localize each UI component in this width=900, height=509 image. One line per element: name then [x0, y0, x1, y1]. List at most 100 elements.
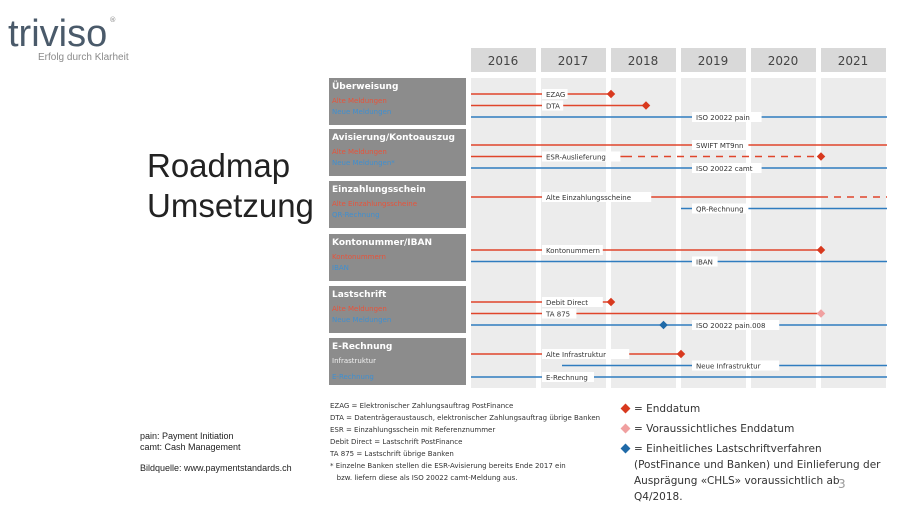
group-sublabel: Neue Meldungen — [332, 316, 391, 324]
timeline-label-bg — [542, 297, 603, 307]
abbr-item: DTA = Datenträgeraustausch, elektronisch… — [330, 414, 601, 422]
abbr-item: TA 875 = Lastschrift übrige Banken — [330, 450, 454, 458]
year-column — [541, 78, 606, 388]
group-sublabel: Infrastruktur — [332, 357, 376, 365]
diamond-red-icon — [620, 403, 631, 414]
group-label-box — [329, 129, 466, 176]
group-sublabel: E-Rechnung — [332, 373, 374, 381]
group-sublabel: QR-Rechnung — [332, 211, 380, 219]
timeline-label-bg — [542, 192, 652, 202]
group-sublabel: Neue Meldungen* — [332, 159, 395, 167]
registered-mark: ® — [109, 16, 117, 24]
group-title: Überweisung — [332, 81, 398, 92]
timeline-label: Debit Direct — [546, 299, 588, 307]
year-label: 2016 — [488, 54, 519, 68]
group-label-box — [329, 181, 466, 228]
group-title: Einzahlungsschein — [332, 185, 426, 195]
timeline-label-bg — [542, 245, 603, 255]
abbr-footnote: * Einzelne Banken stellen die ESR-Avisie… — [330, 462, 566, 470]
year-header — [751, 48, 816, 72]
year-header — [821, 48, 886, 72]
timeline-label-bg — [692, 203, 749, 214]
timeline-label: SWIFT MT9nn — [696, 142, 743, 150]
note-pain: pain: Payment Initiation — [140, 431, 234, 441]
legend-enddatum: = Enddatum — [634, 403, 701, 415]
abbr-item: ESR = Einzahlungsschein mit Referenznumm… — [330, 426, 496, 434]
year-column — [611, 78, 676, 388]
year-label: 2020 — [768, 54, 799, 68]
year-column — [821, 78, 886, 388]
abbr-item: EZAG = Elektronischer Zahlungsauftrag Po… — [330, 402, 514, 410]
timeline-label-bg — [692, 140, 749, 150]
year-label: 2017 — [558, 54, 589, 68]
legend-lastschrift: = Einheitliches Lastschriftverfahren (Po… — [634, 443, 881, 503]
group-title: Avisierung/Kontoauszug — [332, 133, 455, 143]
timeline-label: EZAG — [546, 91, 565, 99]
group-label-box — [329, 78, 466, 125]
timeline-label-bg — [692, 256, 718, 267]
group-title: Kontonummer/IBAN — [332, 238, 432, 248]
year-header — [681, 48, 746, 72]
timeline-label: Neue Infrastruktur — [696, 363, 761, 371]
end-date-marker — [816, 309, 826, 318]
year-label: 2019 — [698, 54, 729, 68]
timeline-label-bg — [542, 89, 568, 99]
timeline-label: IBAN — [696, 259, 713, 267]
timeline-label-bg — [692, 360, 780, 371]
end-date-marker — [676, 349, 686, 359]
legend-voraussichtlich: = Voraussichtliches Enddatum — [634, 423, 795, 435]
group-sublabel: Alte Meldungen — [332, 148, 387, 156]
timeline-label: E-Rechnung — [546, 374, 588, 382]
group-sublabel: IBAN — [332, 264, 349, 272]
diamond-blue-icon — [620, 443, 631, 454]
timeline-label: Alte Einzahlungsscheine — [546, 194, 631, 202]
title-line-1: Roadmap — [147, 147, 291, 184]
timeline-label: ESR-Auslieferung — [546, 154, 606, 162]
timeline-label: Alte Infrastruktur — [546, 351, 606, 359]
abbreviations: EZAG = Elektronischer Zahlungsauftrag Po… — [330, 400, 600, 484]
legend: = Enddatum = Voraussichtliches Enddatum … — [620, 401, 890, 509]
timeline-label: Kontonummern — [546, 247, 600, 255]
abbr-footnote: bzw. liefern diese als ISO 20022 camt-Me… — [330, 474, 518, 482]
timeline-label-bg — [692, 163, 762, 173]
slide-title: Roadmap Umsetzung — [147, 146, 314, 226]
timeline-label: ISO 20022 camt — [696, 165, 753, 173]
group-sublabel: Alte Meldungen — [332, 97, 387, 105]
timeline-label-bg — [692, 112, 762, 122]
roadmap-diagram: 2016 2017 2018 2019 2020 2021 Überweisung Alte … — [329, 48, 887, 388]
image-source: Bildquelle: www.paymentstandards.ch — [140, 463, 292, 473]
group-sublabel: Neue Meldungen — [332, 108, 391, 116]
group-sublabel: Alte Meldungen — [332, 305, 387, 313]
timeline-label-bg — [542, 372, 594, 382]
timeline-label-bg — [542, 100, 564, 111]
group-sublabel: Kontonummern — [332, 253, 386, 261]
abbr-item: Debit Direct = Lastschrift PostFinance — [330, 438, 463, 446]
lastschrift-marker — [659, 320, 668, 330]
year-label: 2021 — [838, 54, 869, 68]
group-title: E-Rechnung — [332, 342, 392, 352]
group-label-box — [329, 338, 466, 385]
year-column — [681, 78, 746, 388]
timeline-label: QR-Rechnung — [696, 206, 744, 214]
timeline-label-bg — [542, 151, 621, 162]
triviso-logo: triviso ® Erfolg durch Klarheit — [8, 14, 129, 63]
year-header — [611, 48, 676, 72]
logo-tagline: Erfolg durch Klarheit — [38, 52, 129, 63]
slide-notes: pain: Payment Initiation camt: Cash Mana… — [140, 431, 292, 474]
group-sublabel: Alte Einzahlungsscheine — [332, 200, 417, 208]
year-column — [471, 78, 536, 388]
timeline-label-bg — [542, 349, 630, 359]
timeline-label-bg — [692, 320, 780, 330]
page-number: 3 — [838, 477, 846, 491]
group-label-box — [329, 286, 466, 333]
year-label: 2018 — [628, 54, 659, 68]
timeline-label: DTA — [546, 103, 560, 111]
timeline-label: ISO 20022 pain.008 — [696, 322, 765, 330]
group-label-box — [329, 234, 466, 281]
end-date-marker — [606, 297, 616, 307]
note-camt: camt: Cash Management — [140, 442, 241, 452]
timeline-label-bg — [542, 308, 577, 319]
logo-wordmark: triviso — [8, 13, 108, 55]
timeline-label: TA 875 — [545, 311, 570, 319]
year-column — [751, 78, 816, 388]
